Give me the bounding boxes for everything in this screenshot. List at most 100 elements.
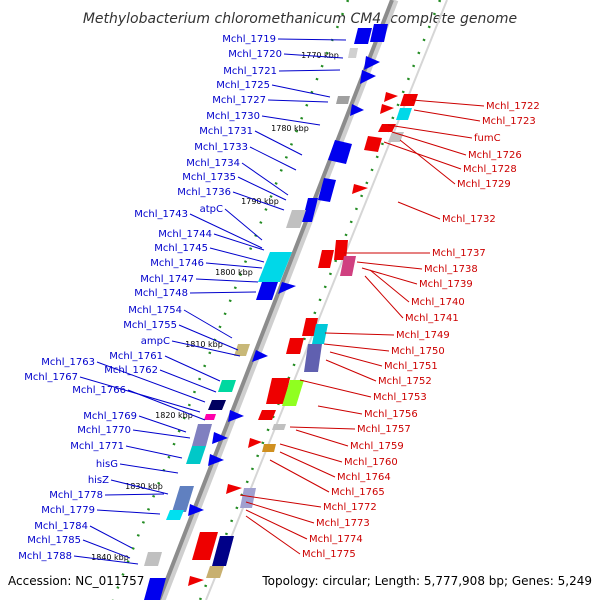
gene-label[interactable]: Mchl_1760: [344, 457, 398, 468]
gene-label[interactable]: Mchl_1741: [405, 313, 459, 324]
gene-label[interactable]: Mchl_1771: [70, 441, 124, 452]
leader-line: [127, 389, 206, 421]
ruler-label: 1770 kbp: [301, 51, 339, 60]
gene-label[interactable]: Mchl_1763: [41, 357, 95, 368]
leader-line: [369, 269, 410, 303]
gene-label[interactable]: Mchl_1775: [302, 549, 356, 560]
ruler-label: 1830 kbp: [125, 482, 163, 491]
gene-label[interactable]: Mchl_1757: [357, 424, 411, 435]
gene-label[interactable]: ampC: [141, 336, 170, 347]
ruler-label: 1780 kbp: [271, 124, 309, 133]
gene-label[interactable]: Mchl_1756: [364, 409, 418, 420]
gene-label[interactable]: Mchl_1784: [34, 521, 88, 532]
leader-line: [213, 233, 265, 251]
gene-label[interactable]: Mchl_1736: [177, 187, 231, 198]
gene-label[interactable]: Mchl_1785: [27, 535, 81, 546]
gene-label[interactable]: Mchl_1740: [411, 297, 465, 308]
gene-label[interactable]: Mchl_1754: [128, 305, 182, 316]
leader-line: [277, 38, 347, 41]
leader-line: [254, 130, 303, 156]
leader-line: [267, 99, 329, 103]
leader-line: [73, 555, 139, 565]
gene-label[interactable]: Mchl_1722: [486, 101, 540, 112]
leader-line: [104, 493, 165, 496]
gene-label[interactable]: Mchl_1766: [72, 385, 126, 396]
gene-label[interactable]: hisZ: [88, 475, 109, 486]
gene-label[interactable]: Mchl_1764: [337, 472, 391, 483]
gene-label[interactable]: Mchl_1770: [77, 425, 131, 436]
gene-label[interactable]: Mchl_1738: [424, 264, 478, 275]
gene-label[interactable]: Mchl_1774: [309, 534, 363, 545]
gene-label[interactable]: Mchl_1731: [199, 126, 253, 137]
gene-label[interactable]: Mchl_1769: [83, 411, 137, 422]
leader-line: [164, 355, 221, 382]
gene-label[interactable]: Mchl_1762: [104, 365, 158, 376]
gene-label[interactable]: Mchl_1737: [432, 248, 486, 259]
gene-label[interactable]: Mchl_1772: [323, 502, 377, 513]
leader-line: [138, 415, 187, 433]
ruler-label: 1820 kbp: [155, 411, 193, 420]
leader-line: [325, 359, 377, 382]
gene-label[interactable]: Mchl_1729: [457, 179, 511, 190]
leader-line: [317, 405, 363, 415]
gene-label[interactable]: Mchl_1759: [350, 441, 404, 452]
leader-line: [411, 99, 485, 107]
leader-line: [241, 162, 289, 196]
gene-label[interactable]: Mchl_1765: [331, 487, 385, 498]
gene-label[interactable]: Mchl_1748: [134, 288, 188, 299]
leader-line: [125, 445, 183, 459]
gene-label[interactable]: hisG: [96, 459, 118, 470]
leader-line: [299, 379, 372, 398]
gene-label[interactable]: Mchl_1749: [396, 330, 450, 341]
leader-line: [183, 309, 233, 339]
gene-label[interactable]: Mchl_1727: [212, 95, 266, 106]
gene-label[interactable]: Mchl_1761: [109, 351, 163, 362]
gene-label[interactable]: Mchl_1751: [384, 361, 438, 372]
gene-label[interactable]: Mchl_1733: [194, 142, 248, 153]
gene-label[interactable]: Mchl_1773: [316, 518, 370, 529]
gene-label[interactable]: Mchl_1744: [158, 229, 212, 240]
leader-line: [364, 275, 404, 319]
gene-label[interactable]: Mchl_1788: [18, 551, 72, 562]
reverse-leader-lines: [239, 99, 485, 555]
leader-line: [399, 139, 456, 185]
gene-label[interactable]: Mchl_1719: [222, 34, 276, 45]
leader-line: [209, 247, 265, 263]
gene-label[interactable]: Mchl_1767: [24, 372, 78, 383]
leader-line: [329, 351, 383, 367]
gene-label[interactable]: Mchl_1746: [150, 258, 204, 269]
gene-label[interactable]: fumC: [474, 133, 501, 144]
gene-label[interactable]: Mchl_1723: [482, 116, 536, 127]
gene-label[interactable]: Mchl_1778: [49, 490, 103, 501]
leader-line: [224, 208, 263, 241]
gene-label[interactable]: Mchl_1730: [206, 111, 260, 122]
gene-label[interactable]: Mchl_1728: [463, 164, 517, 175]
tick-dot-lines: [111, 0, 442, 600]
leader-line: [245, 509, 308, 540]
gene-label[interactable]: Mchl_1743: [134, 209, 188, 220]
gene-label[interactable]: atpC: [200, 204, 223, 215]
accession-text: Accession: NC_011757: [8, 574, 144, 588]
leader-line: [289, 426, 356, 430]
gene-label[interactable]: Mchl_1755: [123, 320, 177, 331]
gene-label[interactable]: Mchl_1739: [419, 279, 473, 290]
gene-label[interactable]: Mchl_1725: [216, 80, 270, 91]
gene-label[interactable]: Mchl_1720: [228, 49, 282, 60]
gene-label[interactable]: Mchl_1734: [186, 158, 240, 169]
gene-label[interactable]: Mchl_1732: [442, 214, 496, 225]
ruler-label: 1840 kbp: [91, 553, 129, 562]
gene-label[interactable]: Mchl_1747: [140, 274, 194, 285]
leader-line: [249, 146, 297, 171]
ruler-label: 1800 kbp: [215, 268, 253, 277]
gene-label[interactable]: Mchl_1752: [378, 376, 432, 387]
gene-label[interactable]: Mchl_1753: [373, 392, 427, 403]
gene-label[interactable]: Mchl_1721: [223, 66, 277, 77]
leader-line: [279, 443, 343, 463]
gene-label[interactable]: Mchl_1750: [391, 346, 445, 357]
gene-label[interactable]: Mchl_1745: [154, 243, 208, 254]
gene-label[interactable]: Mchl_1735: [182, 172, 236, 183]
gene-label[interactable]: Mchl_1779: [41, 505, 95, 516]
gene-label[interactable]: Mchl_1726: [468, 150, 522, 161]
leader-line: [271, 84, 331, 98]
